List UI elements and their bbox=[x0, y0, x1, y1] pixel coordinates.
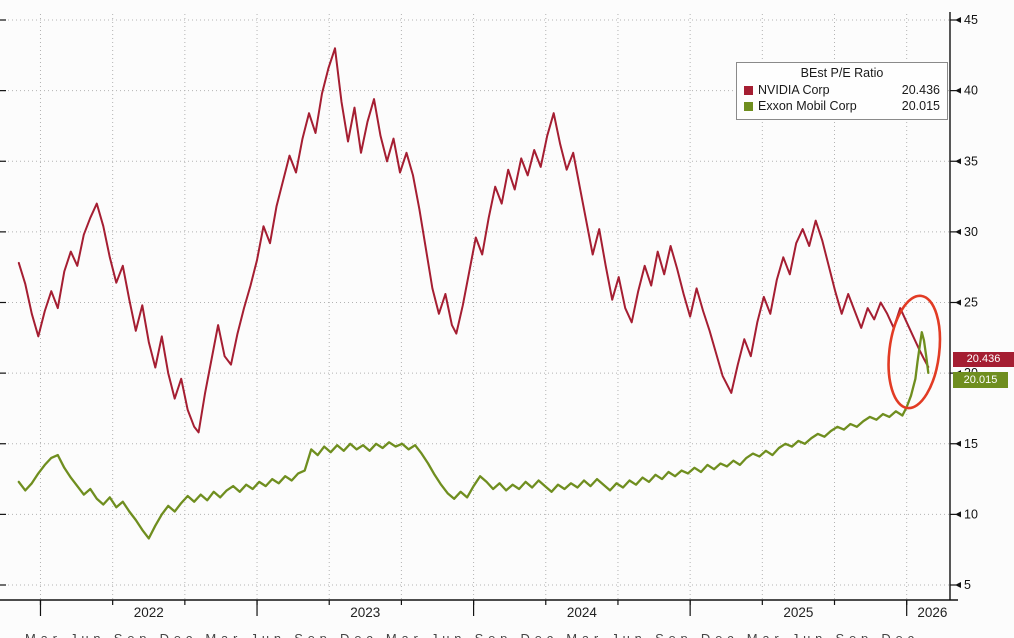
y-tick-arrow-icon bbox=[955, 511, 961, 518]
nvidia-legend-value: 20.436 bbox=[901, 83, 940, 97]
nvidia-line bbox=[17, 47, 930, 434]
y-tick-arrow-icon bbox=[955, 158, 961, 165]
legend-title: BEst P/E Ratio bbox=[800, 66, 884, 80]
y-tick-arrow-icon bbox=[955, 17, 961, 23]
y-tick-label: 40 bbox=[964, 84, 978, 98]
y-tick-arrow-icon bbox=[955, 582, 961, 588]
exxon-line bbox=[17, 331, 930, 540]
exxon-last-value-box: 20.015 bbox=[953, 371, 1008, 388]
y-tick-label: 15 bbox=[964, 437, 978, 451]
clipped-date-row: Mar Jun Sep Dec Mar Jun Sep Dec Mar Jun … bbox=[25, 631, 915, 638]
y-tick-arrow-icon bbox=[955, 228, 961, 235]
convergence-circle-annotation bbox=[887, 294, 942, 410]
year-label: 2024 bbox=[567, 605, 598, 620]
legend: BEst P/E Ratio NVIDIA Corp 20.436 Exxon … bbox=[736, 62, 948, 120]
nvidia-last-value-box: 20.436 bbox=[953, 351, 1014, 367]
legend-row-exxon: Exxon Mobil Corp 20.015 bbox=[744, 98, 940, 114]
y-tick-label: 45 bbox=[964, 13, 978, 27]
year-label: 2023 bbox=[350, 605, 380, 620]
y-tick-label: 25 bbox=[964, 296, 978, 310]
nvidia-swatch-icon bbox=[744, 85, 753, 95]
y-tick-label: 35 bbox=[964, 154, 978, 168]
year-label: 2026 bbox=[917, 605, 947, 620]
exxon-swatch-icon bbox=[744, 101, 753, 111]
legend-row-nvidia: NVIDIA Corp 20.436 bbox=[744, 82, 940, 98]
y-tick-arrow-icon bbox=[955, 87, 961, 94]
y-tick-arrow-icon bbox=[955, 299, 961, 306]
year-label: 2025 bbox=[783, 605, 813, 620]
exxon-legend-value: 20.015 bbox=[901, 99, 940, 113]
nvidia-legend-label: NVIDIA Corp bbox=[758, 83, 830, 97]
y-tick-label: 10 bbox=[964, 507, 978, 521]
y-tick-label: 5 bbox=[964, 578, 971, 592]
y-tick-arrow-icon bbox=[955, 440, 961, 447]
year-label: 2022 bbox=[134, 605, 164, 620]
exxon-legend-label: Exxon Mobil Corp bbox=[758, 99, 857, 113]
y-tick-label: 30 bbox=[964, 225, 978, 239]
